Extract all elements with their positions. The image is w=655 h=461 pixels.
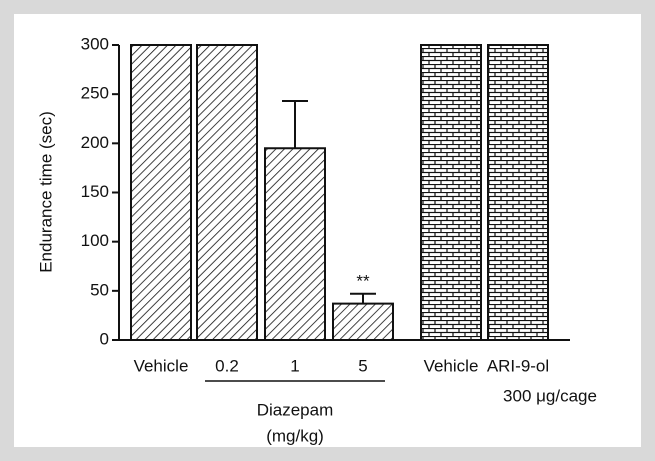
bar (196, 44, 258, 341)
x-tick-label: 1 (290, 356, 299, 375)
y-tick-label: 0 (100, 329, 109, 348)
x-tick-label: ARI-9-ol (487, 356, 549, 375)
bar (130, 44, 192, 341)
x-tick-label: Vehicle (134, 356, 189, 375)
y-tick-label: 250 (81, 84, 109, 103)
y-tick-label: 150 (81, 182, 109, 201)
bar (332, 302, 394, 342)
bar (264, 147, 326, 341)
y-tick-label: 200 (81, 133, 109, 152)
y-tick-label: 100 (81, 231, 109, 250)
x-tick-label: 5 (358, 356, 367, 375)
value-label: ** (356, 271, 370, 290)
x-tick-sublabel: 300 μg/cage (503, 386, 597, 405)
x-tick-label: 0.2 (215, 356, 239, 375)
x-tick-label: Vehicle (424, 356, 479, 375)
y-tick-label: 300 (81, 34, 109, 53)
group-label: Diazepam (257, 400, 334, 419)
group-label: (mg/kg) (266, 426, 324, 445)
y-axis-label: Endurance time (sec) (36, 111, 55, 273)
bar (487, 44, 549, 341)
bar (420, 44, 482, 341)
y-tick-label: 50 (90, 280, 109, 299)
